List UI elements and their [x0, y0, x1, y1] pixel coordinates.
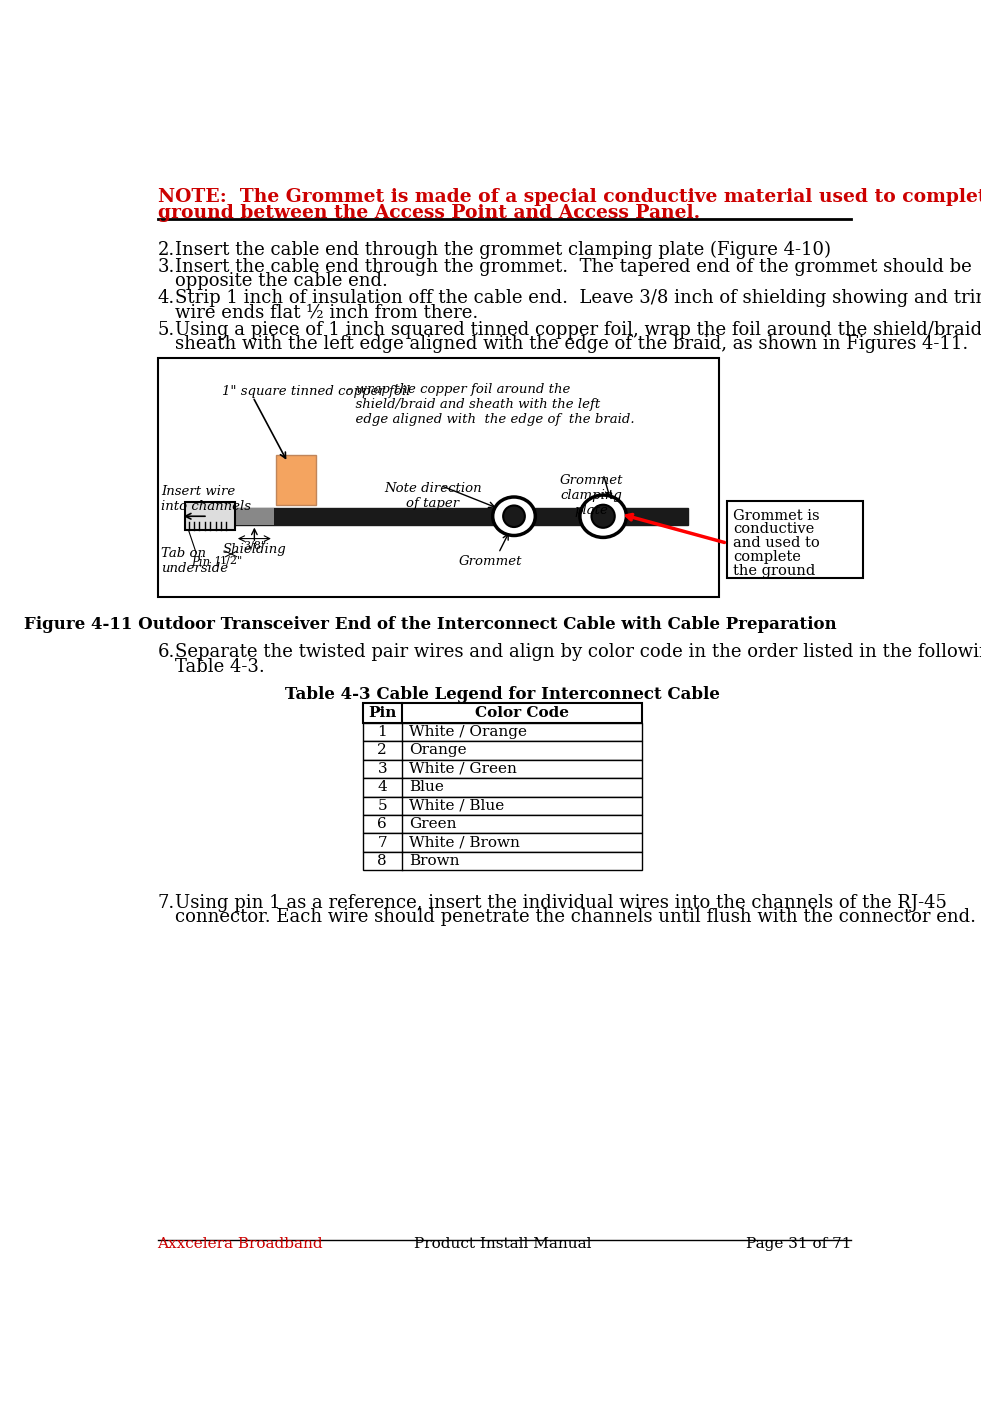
Text: Grommet is: Grommet is: [734, 509, 820, 523]
Text: Tab on
underside: Tab on underside: [162, 547, 229, 576]
Text: Pin 1: Pin 1: [191, 556, 222, 570]
Text: 6: 6: [378, 817, 387, 831]
Text: ground between the Access Point and Access Panel.: ground between the Access Point and Acce…: [158, 203, 699, 222]
Text: 2: 2: [378, 743, 387, 757]
Text: Pin: Pin: [368, 706, 396, 719]
Text: Table 4-3 Cable Legend for Interconnect Cable: Table 4-3 Cable Legend for Interconnect …: [284, 686, 720, 702]
Bar: [158, 358, 719, 597]
Text: White / Brown: White / Brown: [409, 836, 520, 850]
Ellipse shape: [503, 506, 525, 527]
Bar: [184, 503, 235, 530]
Text: 7.: 7.: [158, 894, 175, 911]
Text: Grommet
clamping
plate: Grommet clamping plate: [560, 473, 623, 517]
Text: 1/2": 1/2": [220, 556, 242, 566]
Text: complete: complete: [734, 550, 801, 564]
Text: 2.: 2.: [158, 240, 175, 259]
Text: Grommet: Grommet: [459, 554, 523, 568]
Text: Blue: Blue: [409, 780, 444, 794]
Bar: [363, 834, 642, 853]
Text: 5.: 5.: [158, 321, 175, 338]
Text: 1: 1: [378, 725, 387, 739]
Text: Shielding: Shielding: [223, 543, 286, 556]
Bar: [363, 816, 642, 834]
Text: Product Install Manual: Product Install Manual: [414, 1236, 592, 1250]
Text: the ground: the ground: [734, 564, 815, 578]
Text: Strip 1 inch of insulation off the cable end.  Leave 3/8 inch of shielding showi: Strip 1 inch of insulation off the cable…: [175, 288, 981, 307]
Bar: [363, 723, 642, 742]
Text: 8: 8: [378, 854, 387, 868]
Text: Green: Green: [409, 817, 457, 831]
Text: connector. Each wire should penetrate the channels until flush with the connecto: connector. Each wire should penetrate th…: [175, 908, 981, 926]
Text: Note direction
of taper: Note direction of taper: [384, 482, 482, 510]
Text: opposite the cable end.: opposite the cable end.: [175, 273, 387, 290]
Bar: [363, 702, 642, 723]
Text: 4: 4: [378, 780, 387, 794]
Text: 5: 5: [378, 799, 387, 813]
Text: conductive: conductive: [734, 523, 814, 536]
Text: 3: 3: [378, 762, 387, 776]
Text: Insert the cable end through the grommet.  The tapered end of the grommet should: Insert the cable end through the grommet…: [175, 257, 971, 276]
Bar: [363, 760, 642, 779]
Ellipse shape: [492, 497, 536, 536]
Text: Axxcelera Broadband: Axxcelera Broadband: [158, 1236, 323, 1250]
Text: and used to: and used to: [734, 536, 820, 550]
Text: 6.: 6.: [158, 644, 175, 661]
Text: White / Blue: White / Blue: [409, 799, 504, 813]
Text: White / Orange: White / Orange: [409, 725, 528, 739]
Text: - wrap the copper foil around the
  shield/braid and sheath with the left
  edge: - wrap the copper foil around the shield…: [347, 384, 635, 426]
Text: Separate the twisted pair wires and align by color code in the order listed in t: Separate the twisted pair wires and alig…: [175, 644, 981, 661]
Bar: [727, 500, 862, 578]
Text: Using a piece of 1 inch squared tinned copper foil, wrap the foil around the shi: Using a piece of 1 inch squared tinned c…: [175, 321, 981, 338]
Text: Insert the cable end through the grommet clamping plate (Figure 4-10): Insert the cable end through the grommet…: [175, 240, 831, 259]
Text: Color Code: Color Code: [475, 706, 569, 719]
Text: 3/8": 3/8": [242, 540, 266, 550]
Text: Insert wire
into channels: Insert wire into channels: [162, 486, 251, 513]
Bar: [363, 797, 642, 816]
Bar: [363, 853, 642, 871]
Text: White / Green: White / Green: [409, 762, 517, 776]
Bar: [276, 455, 317, 504]
Bar: [235, 507, 689, 524]
Text: 4.: 4.: [158, 288, 175, 307]
Text: Brown: Brown: [409, 854, 460, 868]
Text: 3.: 3.: [158, 257, 175, 276]
Text: Figure 4-11 Outdoor Transceiver End of the Interconnect Cable with Cable Prepara: Figure 4-11 Outdoor Transceiver End of t…: [25, 617, 837, 634]
Text: 7: 7: [378, 836, 387, 850]
Text: Using pin 1 as a reference, insert the individual wires into the channels of the: Using pin 1 as a reference, insert the i…: [175, 894, 947, 911]
Text: 1" square tinned copper foil: 1" square tinned copper foil: [222, 385, 410, 398]
Text: wire ends flat ½ inch from there.: wire ends flat ½ inch from there.: [175, 304, 478, 321]
Text: NOTE:  The Grommet is made of a special conductive material used to complete the: NOTE: The Grommet is made of a special c…: [158, 188, 981, 206]
Bar: [363, 779, 642, 797]
Text: Table 4-3.: Table 4-3.: [175, 658, 264, 676]
Ellipse shape: [580, 495, 627, 537]
Ellipse shape: [592, 504, 615, 527]
Bar: [363, 742, 642, 760]
Bar: [235, 507, 274, 524]
Text: Page 31 of 71: Page 31 of 71: [746, 1236, 852, 1250]
Text: sheath with the left edge aligned with the edge of the braid, as shown in Figure: sheath with the left edge aligned with t…: [175, 335, 968, 354]
Text: Orange: Orange: [409, 743, 467, 757]
